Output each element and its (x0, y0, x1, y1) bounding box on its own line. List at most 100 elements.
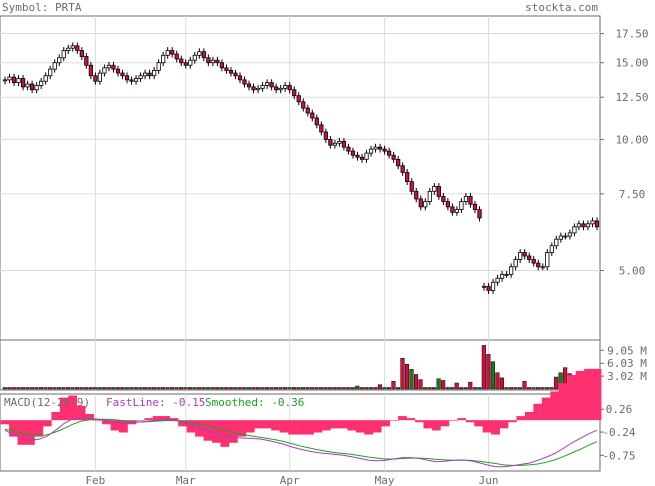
candle-body (450, 206, 455, 213)
volume-bar (16, 387, 21, 390)
candle-body (287, 85, 292, 91)
candle-body (545, 252, 550, 268)
candle-body (115, 68, 121, 74)
volume-bar (495, 372, 500, 390)
smoothed-legend: Smoothed: -0.36 (205, 396, 304, 409)
macd-tick-label: 0.26 (606, 403, 633, 416)
candle-body (427, 190, 432, 202)
candle-body (337, 140, 342, 144)
macd-histogram-bar (144, 418, 154, 421)
axis-labels: Feb Mar Apr May Jun 17.50 15.00 12.50 10.00 7.50 5… (85, 28, 648, 486)
volume-bar (138, 387, 143, 390)
volume-bar (215, 387, 220, 390)
volume-bar (337, 387, 342, 390)
volume-bar (445, 387, 450, 390)
volume-bar (441, 380, 446, 390)
candle-body (48, 68, 53, 77)
volume-bar (486, 354, 491, 390)
price-tick-label: 12.50 (615, 91, 648, 104)
candle-body (174, 53, 179, 60)
volume-bar (328, 387, 333, 390)
candle-body (554, 238, 559, 247)
volume-bar (423, 387, 428, 390)
candle-body (391, 154, 396, 160)
macd-histogram-bar (42, 420, 52, 427)
x-tick-label: Feb (85, 474, 105, 486)
macd-histogram-bar (110, 420, 120, 431)
macd-histogram-bar (406, 418, 416, 421)
volume-bar (160, 387, 166, 390)
volume-bar (66, 387, 71, 390)
price-tick-label: 15.00 (615, 57, 648, 70)
candle-body (585, 223, 591, 228)
candle-body (459, 201, 464, 211)
candle-body (468, 195, 473, 205)
volume-bar (219, 387, 224, 390)
candle-body (147, 72, 152, 77)
volume-bar (517, 387, 523, 390)
volume-bar (305, 387, 310, 390)
candle-body (39, 80, 44, 86)
candle-body (188, 59, 193, 66)
candle-body (355, 154, 360, 158)
candle-body (165, 50, 170, 56)
macd-histogram-bar (245, 420, 255, 433)
macd-histogram-bar (59, 397, 69, 421)
candle-body (441, 195, 446, 202)
volume-bar (490, 361, 495, 390)
volume-bar (554, 376, 559, 390)
candle-body (332, 142, 337, 146)
candle-body (328, 139, 333, 146)
volume-bar (52, 387, 57, 390)
candle-body (314, 117, 319, 126)
volume-bar (242, 387, 247, 390)
macd-histogram-bar (423, 420, 433, 429)
volume-bar (404, 363, 410, 390)
volume-bar (310, 387, 315, 390)
macd-histogram-bar (254, 420, 264, 429)
candle-body (179, 58, 184, 64)
candle-body (25, 83, 30, 88)
macd-histogram-bar (431, 420, 441, 431)
macd-histogram-bar (178, 420, 187, 427)
volume-bar (472, 387, 477, 390)
volume-bar (29, 387, 34, 390)
candle-body (156, 62, 161, 71)
candle-body (409, 181, 414, 192)
candle-body (120, 72, 125, 77)
candle-body (477, 209, 482, 219)
x-tick-label: Jun (479, 474, 499, 486)
candle-body (278, 87, 283, 91)
volume-bar (251, 387, 256, 390)
volume-bar (436, 378, 441, 390)
candle-body (129, 79, 134, 82)
candle-body (567, 232, 572, 237)
volume-bar (346, 387, 351, 390)
macd-histogram-bar (355, 420, 365, 433)
volume-bar (165, 387, 170, 390)
candle-body (2, 79, 8, 82)
candle-body (558, 235, 563, 240)
volume-bar (323, 387, 328, 390)
macd-histogram-bar (550, 391, 560, 421)
candle-body (522, 252, 527, 257)
grid-layer (0, 16, 604, 471)
candle-body (124, 75, 130, 81)
candle-body (490, 281, 496, 291)
candle-body (563, 235, 568, 238)
price-tick-label: 10.00 (615, 133, 648, 146)
candle-body (206, 57, 211, 64)
volume-bar (536, 387, 541, 390)
candle-body (102, 67, 107, 74)
candle-body (79, 50, 84, 57)
volume-bar (260, 387, 265, 390)
candle-body (84, 56, 89, 66)
candle-body (432, 186, 437, 192)
macd-histogram-bar (533, 403, 543, 421)
volume-bar (278, 387, 283, 390)
volume-bar (364, 387, 369, 390)
macd-histogram-bar (389, 420, 399, 421)
candle-body (106, 64, 112, 69)
candle-body (504, 273, 509, 276)
site-label[interactable]: stockta.com (525, 1, 598, 14)
